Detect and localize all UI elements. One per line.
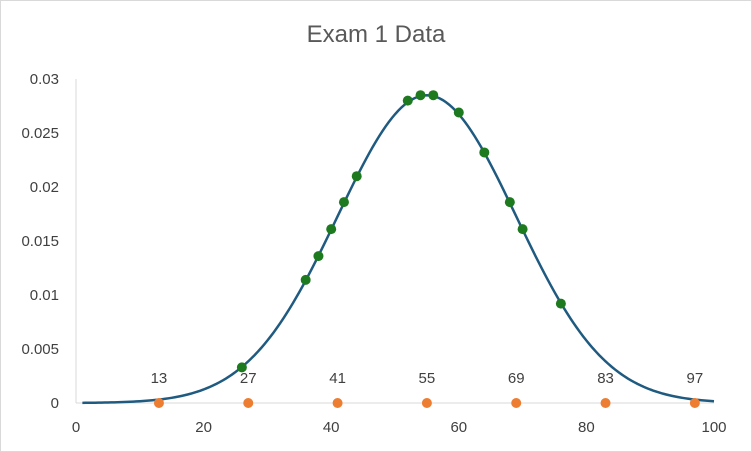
x-tick-label: 60: [450, 419, 467, 436]
data-point: [326, 224, 337, 235]
normal-curve-line: [82, 93, 715, 405]
y-tick-label: 0.025: [21, 125, 59, 142]
x-tick-label: 0: [72, 419, 80, 436]
data-point: [689, 398, 700, 408]
data-point: [453, 107, 464, 118]
data-label: 13: [151, 370, 168, 387]
data-point: [313, 251, 324, 262]
axes: 0 0.005 0.01 0.015 0.02 0.025 0.03 0 20 40 60 80 100: [21, 71, 726, 436]
y-tick-label: 0.015: [21, 233, 59, 250]
data-point: [421, 398, 432, 408]
data-point: [338, 197, 349, 208]
data-point: [517, 224, 528, 235]
data-label: 41: [329, 370, 346, 387]
data-point: [600, 398, 611, 408]
data-label: 27: [240, 370, 257, 387]
data-point: [479, 147, 490, 158]
x-tick-label: 40: [323, 419, 340, 436]
data-label: 55: [419, 370, 436, 387]
y-tick-label: 0.02: [30, 179, 59, 196]
data-point: [511, 398, 522, 408]
data-label: 97: [687, 370, 704, 387]
data-point: [300, 274, 311, 285]
data-point: [236, 362, 247, 373]
chart-title: Exam 1 Data: [306, 21, 446, 48]
data-point: [415, 90, 426, 101]
y-tick-label: 0.03: [30, 71, 59, 88]
data-point: [243, 398, 254, 408]
data-label: 83: [597, 370, 614, 387]
x-tick-label: 20: [195, 419, 212, 436]
data-point: [555, 298, 566, 309]
points-layer: 13 27 41 55 69 83 97: [151, 90, 704, 408]
x-tick-label: 80: [578, 419, 595, 436]
data-point: [332, 398, 343, 408]
data-label: 69: [508, 370, 525, 387]
data-point: [504, 197, 515, 208]
data-point: [428, 90, 439, 101]
data-point: [153, 398, 164, 408]
y-tick-label: 0.005: [21, 341, 59, 358]
data-point: [402, 95, 413, 106]
x-tick-label: 100: [701, 419, 726, 436]
curve-layer: [82, 93, 715, 405]
y-tick-label: 0.01: [30, 287, 59, 304]
y-tick-label: 0: [51, 395, 59, 412]
data-point: [351, 171, 362, 182]
